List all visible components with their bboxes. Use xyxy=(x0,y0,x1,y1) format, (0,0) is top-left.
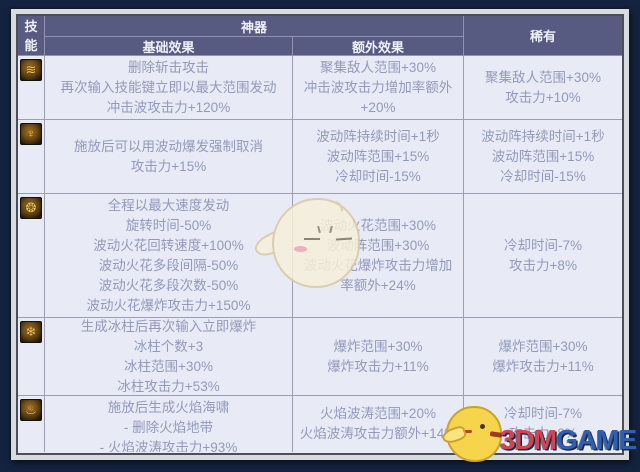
extra-effect-line: +20% xyxy=(360,99,396,115)
header-base-effect-label: 基础效果 xyxy=(142,39,195,55)
rare-effect-line: 冷却时间-7% xyxy=(503,237,582,253)
base-effect-line: 冰柱范围+30% xyxy=(124,358,213,374)
rare-effect-cell: 冷却时间-7% 攻击力+8% xyxy=(464,396,622,452)
base-effect-cell: 全程以最大速度发动 旋转时间-50% 波动火花回转速度+100% 波动火花多段间隔-5… xyxy=(45,194,293,318)
base-effect-line: 施放后可以用波动爆发强制取消 xyxy=(74,138,263,154)
base-effect-line: 生成冰柱后再次输入立即爆炸 xyxy=(80,318,257,334)
base-effect-line: 波动火花多段间隔-50% xyxy=(98,257,239,273)
rare-effect-cell: 波动阵持续时间+1秒 波动阵范围+15% 冷却时间-15% xyxy=(464,120,622,194)
skill-icon-cell: ≋ xyxy=(18,56,45,120)
ice-pillar-skill-icon: ❄ xyxy=(20,321,42,343)
header-base-effect: 基础效果 xyxy=(45,37,293,56)
flame-tsunami-skill-icon: ♨ xyxy=(20,399,42,421)
extra-effect-line: 爆炸范围+30% xyxy=(333,338,423,354)
base-effect-line: 删除斩击攻击 xyxy=(128,59,209,75)
extra-effect-line: 火焰波涛范围+20% xyxy=(320,406,436,421)
rare-effect-line: 冷却时间-15% xyxy=(500,168,586,184)
base-effect-line: 攻击力+15% xyxy=(130,158,207,174)
extra-effect-line: 火焰波涛攻击力额外+14% xyxy=(299,426,457,441)
extra-effect-line: 爆炸攻击力+11% xyxy=(327,358,429,374)
rare-effect-cell: 冷却时间-7% 攻击力+8% xyxy=(464,194,622,318)
rare-effect-line: 攻击力+8% xyxy=(509,426,577,441)
wave-spark-skill-icon: ❂ xyxy=(20,197,42,219)
extra-effect-line: 冲击波攻击力增加率额外 xyxy=(303,79,453,95)
base-effect-line: 波动火花爆炸攻击力+150% xyxy=(86,297,251,313)
rare-effect-cell: 聚集敌人范围+30% 攻击力+10% xyxy=(464,56,622,120)
extra-effect-line: 波动阵范围+30% xyxy=(326,237,430,253)
header-skill-column: 技能 xyxy=(18,16,45,56)
extra-effect-line: 聚集敌人范围+30% xyxy=(320,59,436,75)
base-effect-cell: 生成冰柱后再次输入立即爆炸 冰柱个数+3 冰柱范围+30% 冰柱攻击力+53% xyxy=(45,318,293,396)
base-effect-line: 再次输入技能键立即以最大范围发动 xyxy=(60,79,277,95)
header-artifact-label: 神器 xyxy=(240,19,267,35)
extra-effect-line: 波动火花范围+30% xyxy=(320,217,436,233)
base-effect-line: 波动火花回转速度+100% xyxy=(93,237,244,253)
extra-effect-cell: 波动火花范围+30% 波动阵范围+30% 波动火花爆炸攻击力增加 率额外+24% xyxy=(293,194,464,318)
base-effect-line: 冰柱攻击力+53% xyxy=(117,378,220,394)
table-row: ≋ 删除斩击攻击再次输入技能键立即以最大范围发动 冲击波攻击力+120% 聚集敌人… xyxy=(18,56,622,120)
extra-effect-line: 波动阵持续时间+1秒 xyxy=(316,128,440,144)
table-row: ♨ 施放后生成火焰海啸 - 删除火焰地带 - 火焰波涛攻击力+93% 火焰波涛范围+… xyxy=(18,396,622,452)
base-effect-cell: 删除斩击攻击再次输入技能键立即以最大范围发动 冲击波攻击力+120% xyxy=(45,56,293,120)
rare-effect-cell: 爆炸范围+30% 爆炸攻击力+11% xyxy=(464,318,622,396)
extra-effect-cell: 波动阵持续时间+1秒 波动阵范围+15% 冷却时间-15% xyxy=(293,120,464,194)
base-effect-line: 旋转时间-50% xyxy=(125,217,212,233)
extra-effect-cell: 爆炸范围+30% 爆炸攻击力+11% xyxy=(293,318,464,396)
slash-wave-skill-icon: ≋ xyxy=(20,59,42,81)
table-row: ❂ 全程以最大速度发动 旋转时间-50% 波动火花回转速度+100% 波动火花多段间隔… xyxy=(18,194,622,318)
header-rare-label: 稀有 xyxy=(529,29,556,44)
extra-effect-line: 率额外+24% xyxy=(340,277,416,293)
header-extra-effect: 额外效果 xyxy=(293,37,464,56)
rare-effect-line: 冷却时间-7% xyxy=(503,406,582,421)
rare-effect-line: 聚集敌人范围+30% xyxy=(485,69,601,85)
header-artifact: 神器 xyxy=(45,16,464,37)
table-header: 技能 神器 稀有 基础效果 额外效果 xyxy=(18,16,622,56)
base-effect-line: 全程以最大速度发动 xyxy=(107,197,230,213)
base-effect-line: - 火焰波涛攻击力+93% xyxy=(99,440,238,452)
base-effect-line: 施放后生成火焰海啸 xyxy=(107,400,230,415)
rare-effect-line: 波动阵持续时间+1秒 xyxy=(481,128,605,144)
base-effect-line: 冲击波攻击力+120% xyxy=(106,99,231,115)
rare-effect-line: 爆炸攻击力+11% xyxy=(492,358,594,374)
table-row: ❄ 生成冰柱后再次输入立即爆炸 冰柱个数+3 冰柱范围+30% 冰柱攻击力+53% 爆… xyxy=(18,318,622,396)
base-effect-cell: 施放后可以用波动爆发强制取消 攻击力+15% xyxy=(45,120,293,194)
header-skill-label: 技能 xyxy=(24,18,38,53)
skill-icon-cell: ❂ xyxy=(18,194,45,318)
header-extra-effect-label: 额外效果 xyxy=(351,39,404,55)
extra-effect-line: 波动阵范围+15% xyxy=(326,148,430,164)
base-effect-cell: 施放后生成火焰海啸 - 删除火焰地带 - 火焰波涛攻击力+93% xyxy=(45,396,293,452)
skill-effects-table: 技能 神器 稀有 基础效果 额外效果 ≋ 删除斩击攻击再次输入技能键立即以最大范… xyxy=(16,14,624,455)
extra-effect-line: 波动火花爆炸攻击力增加 xyxy=(303,257,453,273)
table-body: ≋ 删除斩击攻击再次输入技能键立即以最大范围发动 冲击波攻击力+120% 聚集敌人… xyxy=(18,56,622,452)
extra-effect-line: 冷却时间-15% xyxy=(335,168,421,184)
photo-frame: 技能 神器 稀有 基础效果 额外效果 ≋ 删除斩击攻击再次输入技能键立即以最大范… xyxy=(11,9,629,460)
rare-effect-line: 波动阵范围+15% xyxy=(491,148,595,164)
skill-icon-cell: ❄ xyxy=(18,318,45,396)
base-effect-line: 波动火花多段次数-50% xyxy=(98,277,239,293)
rare-effect-line: 攻击力+8% xyxy=(509,257,577,273)
base-effect-line: 冰柱个数+3 xyxy=(133,338,204,354)
wave-burst-skill-icon: ♆ xyxy=(20,123,42,145)
skill-icon-cell: ♨ xyxy=(18,396,45,452)
base-effect-line: - 删除火焰地带 xyxy=(123,420,214,435)
skill-icon-cell: ♆ xyxy=(18,120,45,194)
rare-effect-line: 爆炸范围+30% xyxy=(498,338,588,354)
header-rare: 稀有 xyxy=(464,16,622,56)
extra-effect-cell: 聚集敌人范围+30% 冲击波攻击力增加率额外 +20% xyxy=(293,56,464,120)
table-row: ♆ 施放后可以用波动爆发强制取消 攻击力+15% 波动阵持续时间+1秒 波动阵范围+… xyxy=(18,120,622,194)
extra-effect-cell: 火焰波涛范围+20% 火焰波涛攻击力额外+14% xyxy=(293,396,464,452)
rare-effect-line: 攻击力+10% xyxy=(505,89,581,105)
